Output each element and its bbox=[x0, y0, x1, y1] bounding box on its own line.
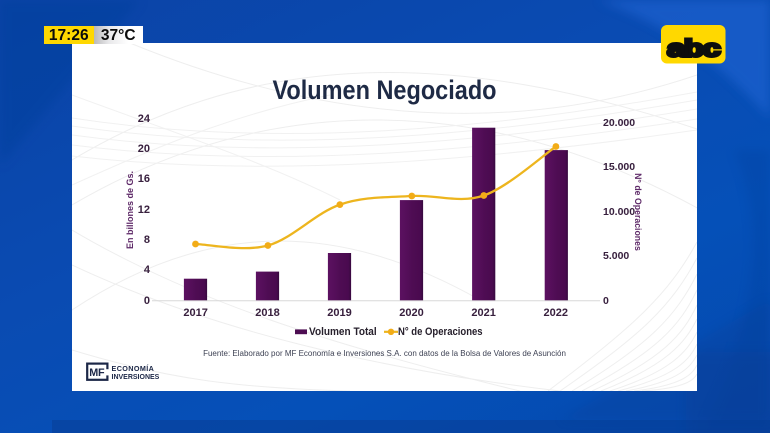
svg-text:MF: MF bbox=[89, 367, 105, 379]
svg-text:abc: abc bbox=[667, 35, 721, 62]
